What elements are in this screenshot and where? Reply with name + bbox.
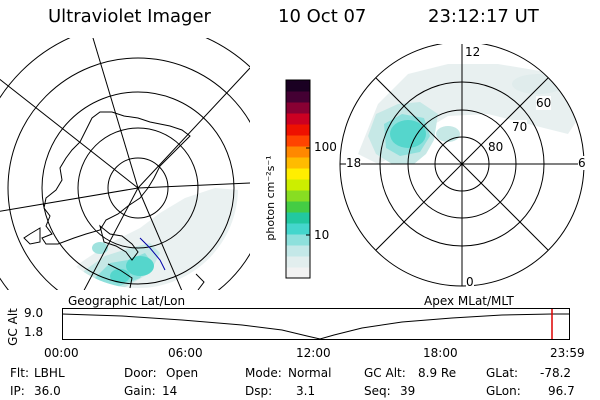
geographic-map (0, 38, 250, 290)
timeline-xtick-0000: 00:00 (44, 346, 79, 360)
coastline (41, 111, 191, 245)
dsp-value: 3.1 (296, 384, 316, 398)
gcalt-value: 8.9 Re (418, 366, 457, 380)
colorbar-tick-10: 10 (314, 228, 330, 242)
gcalt-label: GC Alt: (364, 366, 406, 380)
gain-label: Gain: (124, 384, 156, 398)
colorbar-stripe (286, 223, 310, 235)
colorbar-stripe (286, 113, 310, 125)
mlat-label-80: 80 (488, 140, 504, 154)
colorbar-stripe (286, 80, 310, 92)
colorbar-stripe (286, 124, 310, 136)
colorbar-gradient (286, 80, 310, 279)
app-title: Ultraviolet Imager (48, 6, 211, 27)
mode-label: Mode: (245, 366, 282, 380)
glat-label: GLat: (486, 366, 519, 380)
colorbar-stripe (286, 234, 310, 246)
flt-value: LBHL (34, 366, 65, 380)
aurora-emission-right (358, 64, 584, 164)
gain-value: 14 (162, 384, 178, 398)
colorbar-stripe (286, 190, 310, 202)
colorbar-stripe (286, 201, 310, 213)
colorbar-stripe (286, 212, 310, 224)
time-label: 23:12:17 UT (428, 6, 539, 27)
colorbar-stripe (286, 91, 310, 103)
colorbar-stripe (286, 256, 310, 268)
glon-value: 96.7 (548, 384, 575, 398)
colorbar-stripe (286, 146, 310, 158)
orbit-altitude-plot (62, 308, 570, 340)
colorbar: photon cm⁻²s⁻¹ (264, 79, 311, 279)
mlt-label-0: 0 (466, 275, 474, 289)
mlat-label-60: 60 (536, 96, 552, 110)
timeline-xtick-1200: 12:00 (296, 346, 331, 360)
timeline-ytick-low: 1.8 (24, 325, 44, 339)
colorbar-stripe (286, 135, 310, 147)
timeline-xtick-1800: 18:00 (423, 346, 458, 360)
timeline-ytick-high: 9.0 (24, 306, 44, 320)
colorbar-stripe (286, 245, 310, 257)
colorbar-stripe (286, 168, 310, 180)
timeline-xtick-0600: 06:00 (168, 346, 203, 360)
timeline-ylabel: GC Alt (5, 308, 20, 346)
timeline-xtick-2359: 23:59 (550, 346, 585, 360)
right-map-caption: Apex MLat/MLT (424, 294, 514, 308)
mlt-label-12: 12 (464, 45, 482, 59)
mlt-label-18: 18 (346, 156, 362, 170)
flt-label: Flt: (10, 366, 29, 380)
left-map-caption: Geographic Lat/Lon (68, 294, 186, 308)
mlt-label-6: 6 (578, 156, 586, 170)
colorbar-unit-label: photon cm⁻²s⁻¹ (264, 155, 277, 240)
ip-value: 36.0 (34, 384, 61, 398)
colorbar-stripe (286, 157, 310, 169)
door-value: Open (166, 366, 199, 380)
colorbar-stripe (286, 267, 310, 279)
seq-label: Seq: (364, 384, 391, 398)
colorbar-stripe (286, 179, 310, 191)
date-label: 10 Oct 07 (278, 6, 367, 27)
dsp-label: Dsp: (245, 384, 273, 398)
glat-value: -78.2 (540, 366, 572, 380)
aurora-emission-left (60, 188, 238, 288)
door-label: Door: (124, 366, 157, 380)
magnetic-map (339, 44, 585, 287)
mode-value: Normal (288, 366, 332, 380)
mlat-label-70: 70 (512, 120, 528, 134)
glon-label: GLon: (486, 384, 521, 398)
ip-label: IP: (10, 384, 25, 398)
colorbar-stripe (286, 102, 310, 114)
altitude-curve (62, 313, 569, 340)
seq-value: 39 (400, 384, 416, 398)
colorbar-tick-100: 100 (314, 140, 337, 154)
